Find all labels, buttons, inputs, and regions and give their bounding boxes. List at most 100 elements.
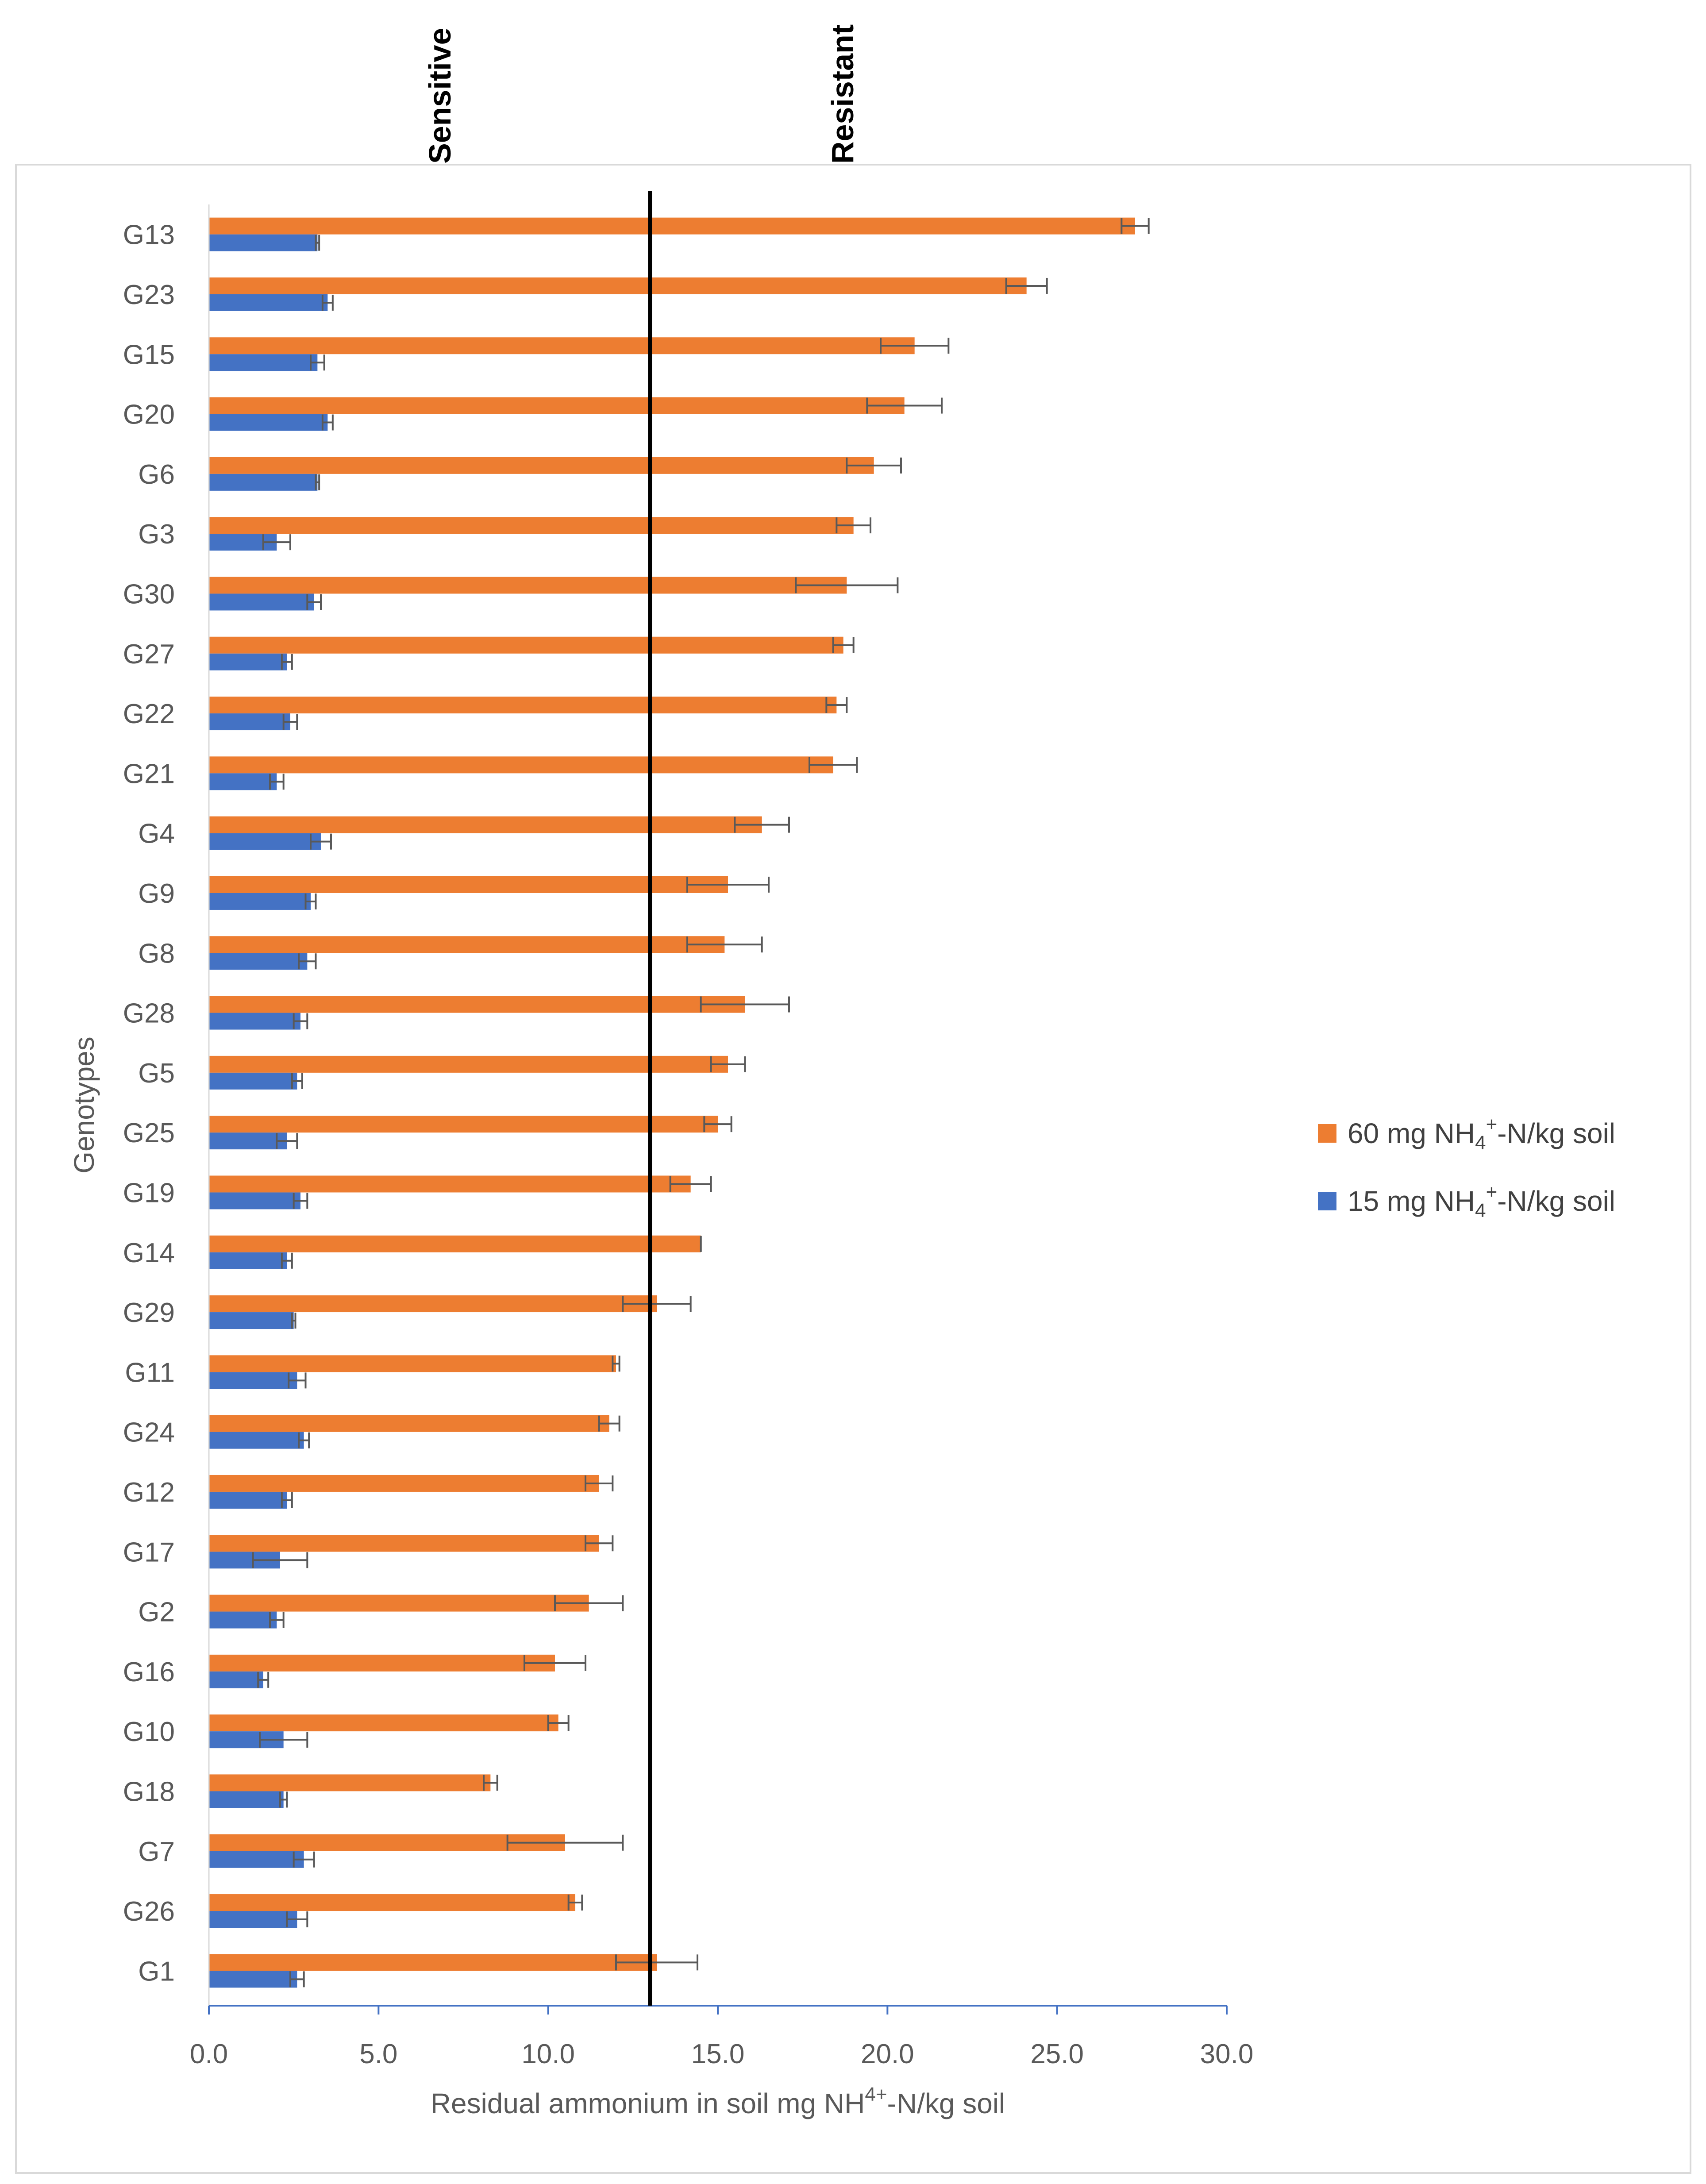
bar-15mg-g14 [209,1252,287,1269]
bar-60mg-g2 [209,1595,589,1612]
error-bar-15mg-g12 [281,1492,293,1508]
error-bar-60mg-g15 [880,338,950,354]
error-bar-15mg-g28 [293,1013,308,1029]
error-bar-15mg-g19 [293,1193,308,1209]
category-label-g11: G11 [125,1357,175,1388]
category-label-g12: G12 [123,1477,175,1508]
bar-15mg-g24 [209,1432,304,1449]
error-bar-15mg-g6 [315,474,320,490]
bar-60mg-g24 [209,1415,609,1432]
x-tick-label-20: 20.0 [861,2039,914,2069]
bar-15mg-g28 [209,1013,300,1030]
y-axis-title: Genotypes [68,1036,100,1174]
error-bar-15mg-g17 [252,1552,308,1568]
error-bar-15mg-g29 [291,1313,297,1329]
error-bar-15mg-g18 [279,1791,288,1808]
error-bar-60mg-g20 [866,397,943,414]
bar-15mg-g1 [209,1971,297,1988]
bar-60mg-g17 [209,1535,599,1552]
error-bar-60mg-g6 [846,457,902,474]
bar-60mg-g11 [209,1355,616,1372]
error-bar-15mg-g13 [315,235,320,251]
bar-15mg-g27 [209,653,287,670]
zone-label-sensitive: Sensitive [423,28,457,164]
category-labels: G13 G23 G15 G20 G6 G3 G30 G27 G22 G21 G4 G9 G8 G28 G5 G… [123,220,175,1987]
error-bar-60mg-g8 [686,936,763,953]
bar-15mg-g30 [209,593,314,611]
bar-60mg-g12 [209,1475,599,1492]
x-tick-label-0: 0.0 [190,2039,228,2069]
bar-60mg-g19 [209,1175,691,1193]
category-label-g15: G15 [123,339,175,370]
bar-60mg-g29 [209,1295,657,1313]
category-label-g5: G5 [138,1058,175,1089]
error-bar-60mg-g24 [598,1415,620,1432]
bar-60mg-g18 [209,1774,491,1791]
category-label-g30: G30 [123,579,175,609]
bar-60mg-g1 [209,1954,657,1971]
legend-15mg-post: -N/kg soil [1497,1185,1615,1217]
category-label-g24: G24 [123,1417,175,1448]
error-bar-60mg-g17 [585,1535,614,1552]
error-bar-15mg-g7 [293,1851,315,1868]
error-bar-60mg-g27 [832,637,855,653]
error-bar-60mg-g12 [585,1475,614,1491]
bar-15mg-g6 [209,474,318,491]
x-axis-title-sup: 4+ [865,2084,887,2105]
legend-60mg-pre: 60 mg NH [1348,1117,1475,1149]
error-bar-15mg-g16 [257,1672,270,1688]
error-bar-60mg-g28 [700,996,790,1013]
category-label-g2: G2 [138,1597,175,1628]
category-label-g28: G28 [123,998,175,1029]
category-label-g25: G25 [123,1118,175,1148]
category-label-g27: G27 [123,639,175,670]
category-label-g9: G9 [138,878,175,909]
bar-60mg-g7 [209,1834,565,1851]
category-label-g23: G23 [123,280,175,310]
x-axis-title-tail: -N/kg soil [887,2088,1005,2119]
legend-swatch-60mg [1318,1124,1336,1143]
bar-15mg-g19 [209,1192,300,1209]
legend-15mg-sup: + [1486,1181,1498,1203]
error-bar-15mg-g25 [276,1133,298,1149]
error-bar-60mg-g4 [734,817,790,833]
bar-60mg-g14 [209,1235,701,1252]
category-label-g20: G20 [123,400,175,430]
error-bar-60mg-g19 [669,1176,712,1192]
error-bar-15mg-g26 [286,1911,308,1928]
error-bar-15mg-g9 [304,893,317,909]
error-bar-60mg-g25 [703,1116,732,1132]
bar-15mg-g20 [209,414,328,431]
bar-60mg-g27 [209,636,843,654]
error-bar-15mg-g1 [289,1971,305,1988]
legend-15mg-sub: 4 [1475,1200,1486,1221]
error-bar-60mg-g13 [1121,218,1150,234]
error-bar-60mg-g22 [825,697,848,713]
legend-60mg-sub: 4 [1475,1132,1486,1154]
bar-60mg-g20 [209,397,905,414]
category-label-g22: G22 [123,699,175,729]
bar-15mg-g12 [209,1491,287,1509]
error-bar-60mg-g21 [809,757,858,773]
category-label-g8: G8 [138,938,175,969]
error-bar-15mg-g10 [259,1732,308,1748]
legend-60mg-post: -N/kg soil [1497,1117,1615,1149]
error-bar-15mg-g22 [282,714,298,730]
category-label-g16: G16 [123,1657,175,1687]
error-bar-60mg-g18 [483,1775,498,1791]
category-label-g18: G18 [123,1776,175,1807]
x-axis-title-main: Residual ammonium in soil mg NH [431,2088,865,2119]
category-label-g4: G4 [138,819,175,849]
error-bar-15mg-g11 [288,1372,307,1389]
error-bar-60mg-g16 [524,1655,586,1671]
error-bar-15mg-g23 [321,294,334,311]
bars-layer [209,217,1150,1988]
bar-60mg-g22 [209,697,837,714]
error-bar-60mg-g23 [1005,277,1048,294]
bar-60mg-g8 [209,936,725,953]
error-bar-60mg-g5 [710,1056,746,1072]
category-label-g21: G21 [123,759,175,789]
bar-15mg-g5 [209,1072,297,1090]
bar-60mg-g21 [209,756,833,774]
legend-15mg-pre: 15 mg NH [1348,1185,1475,1217]
